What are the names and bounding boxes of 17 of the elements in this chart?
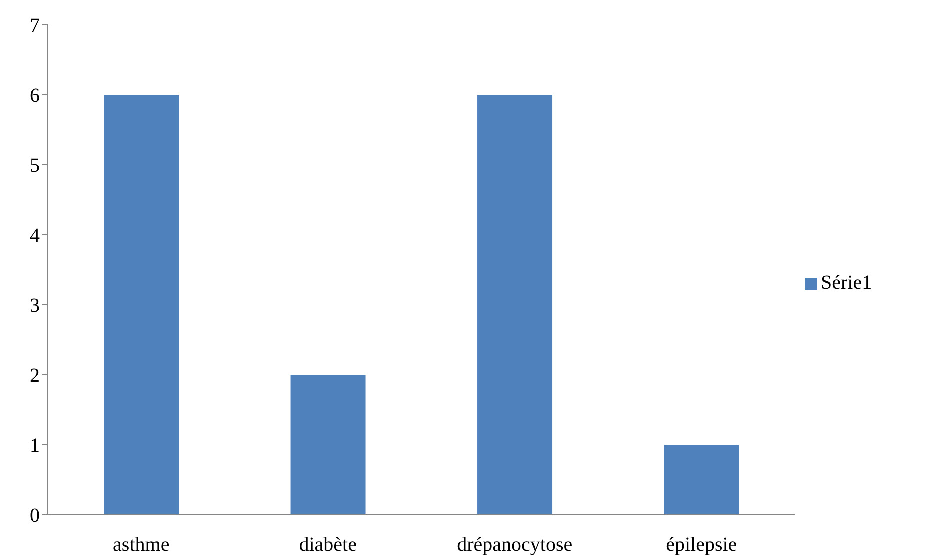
bar bbox=[478, 95, 553, 515]
y-tick-label: 2 bbox=[30, 365, 40, 388]
y-tick-label: 4 bbox=[30, 225, 40, 248]
legend-label: Série1 bbox=[821, 272, 872, 294]
y-tick-label: 1 bbox=[30, 435, 40, 458]
y-tick-label: 5 bbox=[30, 155, 40, 178]
y-tick-label: 3 bbox=[30, 295, 40, 318]
x-tick-label: asthme bbox=[113, 534, 170, 556]
y-tick-label: 0 bbox=[30, 505, 40, 528]
bar bbox=[664, 445, 740, 515]
x-tick-label: drépanocytose bbox=[457, 534, 573, 556]
bar bbox=[104, 95, 180, 515]
x-tick-label: épilepsie bbox=[666, 534, 738, 556]
y-tick-label: 6 bbox=[30, 85, 40, 108]
x-tick-label: diabète bbox=[299, 534, 358, 556]
bar bbox=[290, 375, 366, 515]
y-tick-label: 7 bbox=[30, 15, 40, 38]
